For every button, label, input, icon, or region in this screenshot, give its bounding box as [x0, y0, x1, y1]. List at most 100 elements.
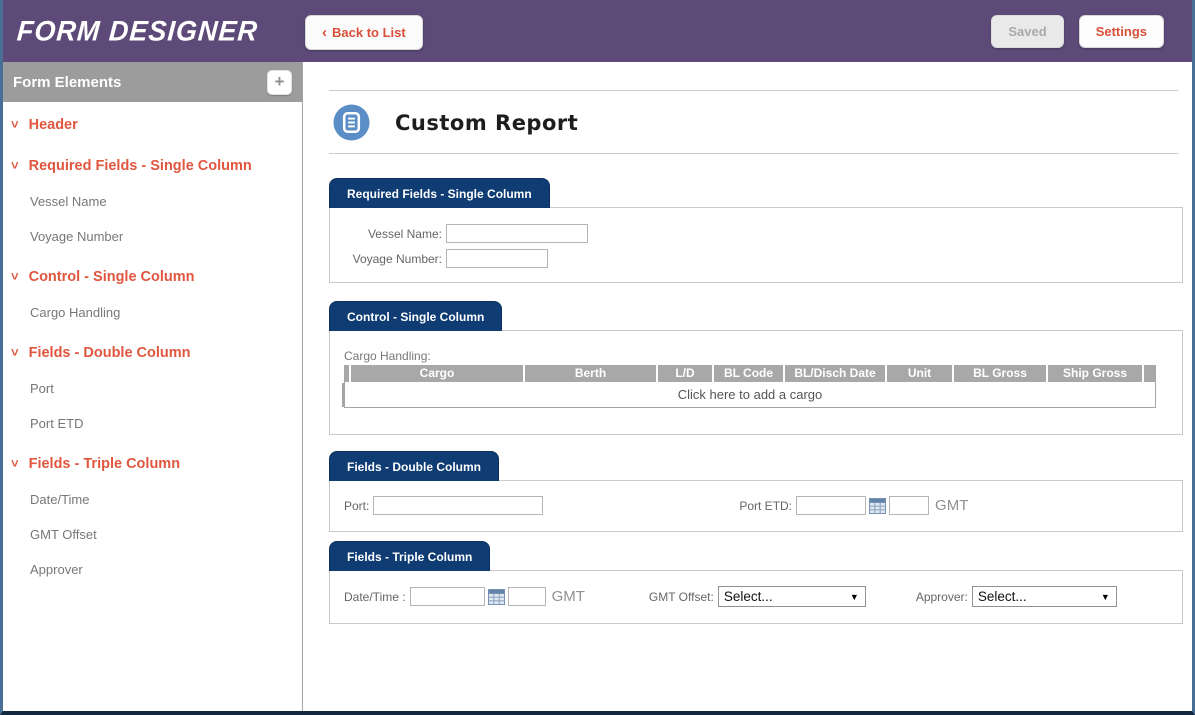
- app-header: FORM DESIGNER ‹ Back to List Saved Settin…: [3, 0, 1192, 62]
- datetime-date-input[interactable]: [409, 587, 485, 606]
- port-etd-label: Port ETD:: [739, 498, 793, 513]
- section-tab-double-column[interactable]: Fields - Double Column: [329, 451, 499, 481]
- port-input[interactable]: [373, 496, 544, 515]
- page-title: Custom Report: [395, 110, 579, 135]
- column-header-bl-gross: BL Gross: [954, 365, 1046, 382]
- approver-label: Approver:: [915, 589, 968, 604]
- sidebar-group-header[interactable]: ˅ Fields - Double Column: [3, 334, 302, 371]
- report-document-icon: [333, 104, 370, 141]
- vessel-name-label: Vessel Name:: [367, 226, 442, 241]
- sidebar-item-port[interactable]: Port: [30, 381, 54, 396]
- chevron-down-icon: ˅: [11, 158, 19, 173]
- column-header-cargo: Cargo: [351, 365, 523, 382]
- gmt-offset-label: GMT Offset:: [648, 589, 714, 604]
- sidebar-item-cargo-handling[interactable]: Cargo Handling: [30, 305, 121, 320]
- datetime-gmt-label: GMT: [551, 588, 585, 605]
- column-header-unit: Unit: [887, 365, 952, 382]
- sidebar-group-header[interactable]: ˅ Control - Single Column: [3, 258, 302, 295]
- section-tab-control[interactable]: Control - Single Column: [329, 301, 503, 331]
- back-to-list-label: Back to List: [332, 25, 406, 40]
- chevron-down-icon: ˅: [11, 117, 19, 132]
- sidebar-group-header[interactable]: ˅ Fields - Triple Column: [3, 445, 302, 482]
- gmt-offset-select[interactable]: Select... ▼: [717, 586, 866, 607]
- app-logo: FORM DESIGNER: [15, 14, 260, 47]
- port-field-group: Port:: [344, 496, 544, 515]
- add-cargo-row[interactable]: Click here to add a cargo: [344, 382, 1156, 408]
- section-triple-column: Fields - Triple Column Date/Time :: [329, 541, 1183, 624]
- saved-button[interactable]: Saved: [991, 15, 1064, 48]
- sidebar-group-label: Fields - Double Column: [28, 345, 191, 361]
- sidebar-title: Form Elements: [13, 73, 122, 91]
- back-chevron-icon: ‹: [322, 24, 327, 41]
- port-etd-gmt-label: GMT: [935, 497, 969, 514]
- chevron-down-icon: ˅: [11, 269, 19, 284]
- section-control: Control - Single Column Cargo Handling: …: [329, 301, 1183, 435]
- form-elements-sidebar: Form Elements + ˅ Header ˅ Required Fiel…: [3, 62, 303, 711]
- sidebar-group-header-section: ˅ Header: [3, 106, 302, 143]
- cargo-handling-label: Cargo Handling:: [344, 349, 431, 363]
- sidebar-header: Form Elements +: [3, 62, 302, 102]
- column-header-berth: Berth: [525, 365, 656, 382]
- cargo-table: Cargo Berth L/D BL Code BL/Disch Date Un…: [344, 365, 1156, 408]
- port-etd-field-group: Port ETD: GMT: [739, 496, 968, 515]
- column-header-bl-disch-date: BL/Disch Date: [785, 365, 885, 382]
- port-label: Port:: [344, 498, 370, 513]
- column-header-ld: L/D: [658, 365, 712, 382]
- voyage-number-input[interactable]: [446, 249, 548, 268]
- approver-select[interactable]: Select... ▼: [971, 586, 1117, 607]
- vessel-name-input[interactable]: [446, 224, 588, 243]
- datetime-label: Date/Time :: [344, 589, 406, 604]
- gmt-offset-field-group: GMT Offset: Select... ▼: [649, 586, 866, 607]
- calendar-icon[interactable]: [869, 497, 887, 514]
- plus-icon: +: [274, 72, 285, 91]
- sidebar-group-double-column: ˅ Fields - Double Column Port Port ETD: [3, 334, 302, 441]
- sidebar-group-control: ˅ Control - Single Column Cargo Handling: [3, 258, 302, 330]
- add-element-button[interactable]: +: [267, 69, 292, 95]
- sidebar-group-label: Control - Single Column: [28, 269, 195, 285]
- section-panel-required-fields: Vessel Name: Voyage Number:: [329, 207, 1183, 283]
- section-required-fields: Required Fields - Single Column Vessel N…: [329, 178, 1183, 283]
- section-tab-required-fields[interactable]: Required Fields - Single Column: [329, 178, 550, 208]
- form-title-block: Custom Report: [329, 90, 1178, 154]
- voyage-number-row: Voyage Number:: [342, 249, 1170, 268]
- datetime-time-input[interactable]: [507, 587, 546, 606]
- sidebar-group-required-fields: ˅ Required Fields - Single Column Vessel…: [3, 147, 302, 254]
- sidebar-group-header[interactable]: ˅ Header: [3, 106, 302, 143]
- voyage-number-label: Voyage Number:: [352, 251, 442, 266]
- cargo-table-trailing-cell: [1144, 365, 1156, 382]
- back-to-list-button[interactable]: ‹ Back to List: [305, 15, 423, 50]
- sidebar-item-port-etd[interactable]: Port ETD: [30, 416, 84, 431]
- form-canvas: Custom Report Required Fields - Single C…: [303, 62, 1192, 711]
- chevron-down-icon: ˅: [11, 345, 19, 360]
- dropdown-arrow-icon: ▼: [1100, 591, 1110, 602]
- sidebar-item-approver[interactable]: Approver: [30, 562, 83, 577]
- sidebar-group-label: Fields - Triple Column: [28, 456, 181, 472]
- sidebar-group-label: Header: [28, 117, 78, 133]
- port-etd-date-input[interactable]: [796, 496, 867, 515]
- sidebar-group-label: Required Fields - Single Column: [28, 158, 252, 174]
- sidebar-group-triple-column: ˅ Fields - Triple Column Date/Time GMT O…: [3, 445, 302, 587]
- sidebar-item-voyage-number[interactable]: Voyage Number: [30, 229, 124, 244]
- approver-select-value: Select...: [977, 589, 1027, 604]
- dropdown-arrow-icon: ▼: [849, 591, 859, 602]
- section-double-column: Fields - Double Column Port: Port ETD:: [329, 451, 1183, 532]
- settings-button[interactable]: Settings: [1078, 15, 1164, 48]
- section-tab-triple-column[interactable]: Fields - Triple Column: [329, 541, 491, 571]
- gmt-offset-select-value: Select...: [723, 589, 773, 604]
- sidebar-group-header[interactable]: ˅ Required Fields - Single Column: [3, 147, 302, 184]
- section-panel-control: Cargo Handling: Cargo Berth L/D BL Code …: [329, 330, 1183, 435]
- cargo-table-header: Cargo Berth L/D BL Code BL/Disch Date Un…: [344, 365, 1156, 382]
- calendar-icon[interactable]: [487, 588, 505, 605]
- sidebar-item-date-time[interactable]: Date/Time: [30, 492, 90, 507]
- port-etd-time-input[interactable]: [889, 496, 930, 515]
- column-header-ship-gross: Ship Gross: [1048, 365, 1142, 382]
- sidebar-item-vessel-name[interactable]: Vessel Name: [30, 194, 107, 209]
- section-panel-double-column: Port: Port ETD:: [329, 480, 1183, 532]
- section-panel-triple-column: Date/Time : GMT: [329, 570, 1183, 624]
- header-actions: Saved Settings: [991, 15, 1164, 48]
- column-header-bl-code: BL Code: [714, 365, 783, 382]
- vessel-name-row: Vessel Name:: [342, 224, 1170, 243]
- sidebar-item-gmt-offset[interactable]: GMT Offset: [30, 527, 97, 542]
- chevron-down-icon: ˅: [11, 456, 19, 471]
